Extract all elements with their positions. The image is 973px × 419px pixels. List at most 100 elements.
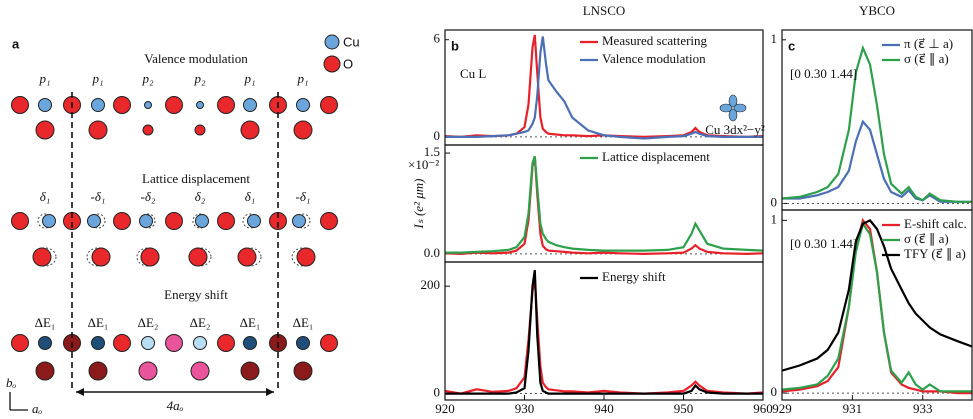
ghost <box>188 247 212 267</box>
series-line <box>445 156 763 254</box>
site-label: p₁ <box>296 71 308 86</box>
copper <box>195 214 209 228</box>
legend-label: E-shift calc. <box>904 216 967 231</box>
copper <box>91 336 105 350</box>
annotation: [0 0.30 1.44] <box>790 236 857 251</box>
annotation: ×10⁻² <box>408 157 439 172</box>
site-label: -δ₁ <box>91 189 106 204</box>
copper <box>91 98 105 112</box>
legend-label: Cu <box>343 34 360 49</box>
copper <box>243 336 257 350</box>
oxygen <box>194 124 206 136</box>
panel-label: c <box>788 38 795 53</box>
copper <box>296 98 310 112</box>
legend-o <box>323 55 341 73</box>
x-tick-label: 930 <box>515 401 535 416</box>
axis-glyph-label: aₒ <box>32 401 43 416</box>
oxygen <box>217 96 235 114</box>
series-line <box>445 277 763 395</box>
series-line <box>782 219 972 372</box>
x-axis-label: Incident photon energy (eV) <box>530 418 677 419</box>
site-label: ΔE₁ <box>35 315 56 330</box>
site-label: p₁ <box>243 71 255 86</box>
chart-title: LNSCO <box>583 3 626 18</box>
y-tick-label: 1.5 <box>424 144 440 159</box>
x-tick-label: 960 <box>753 401 773 416</box>
legend-label: σ (ε⃗ ∥ a) <box>904 51 949 66</box>
oxygen <box>142 124 154 136</box>
legend-label: Energy shift <box>602 269 666 284</box>
site-label: ΔE₂ <box>138 315 159 330</box>
site-label: δ₁ <box>40 189 51 204</box>
series-line <box>782 119 972 203</box>
oxygen <box>140 247 160 267</box>
oxygen <box>11 334 29 352</box>
copper <box>196 101 204 109</box>
oxygen <box>91 247 111 267</box>
oxygen <box>188 247 208 267</box>
legend-label: O <box>343 56 353 71</box>
oxygen <box>165 334 183 352</box>
axes-frame <box>781 209 973 401</box>
y-tick-label: 1 <box>771 31 778 46</box>
annotation: [0 0.30 1.44] <box>790 66 857 81</box>
site-label: ΔE₁ <box>88 315 109 330</box>
series-line <box>445 269 763 395</box>
panel-label: a <box>12 36 20 51</box>
legend-cu <box>324 34 340 50</box>
y-tick-label: 0 <box>434 385 441 400</box>
axes-frame <box>444 261 764 401</box>
series-line <box>782 221 972 393</box>
orbital-icon <box>719 94 747 122</box>
legend-label: Lattice displacement <box>602 149 710 164</box>
x-tick-label: 929 <box>772 401 792 416</box>
legend-label: Measured scattering <box>602 33 708 48</box>
site-label: p₂ <box>141 71 154 86</box>
site-label: δ₁ <box>245 189 256 204</box>
ghost <box>33 247 57 267</box>
site-label: ΔE₂ <box>190 315 211 330</box>
oxygen <box>165 96 183 114</box>
panel-label: b <box>451 38 459 53</box>
legend-label: π (ε⃗ ⊥ a) <box>904 36 953 51</box>
oxygen <box>293 120 313 140</box>
oxygen <box>240 120 260 140</box>
oxygen <box>217 334 235 352</box>
y-tick-label: 0 <box>771 194 778 209</box>
legend-label: σ (ε⃗ ∥ a) <box>904 231 949 246</box>
legend-label: Valence modulation <box>602 51 706 66</box>
copper <box>296 336 310 350</box>
label-bg <box>449 36 465 58</box>
copper <box>87 214 101 228</box>
section-title: Energy shift <box>164 287 228 302</box>
copper <box>38 98 52 112</box>
site-label: δ₂ <box>195 189 206 204</box>
site-label: p₁ <box>38 71 50 86</box>
period-label: 4aₒ <box>167 398 184 413</box>
annotation: Cu 3dx²−y² <box>705 122 765 137</box>
site-label: p₂ <box>193 71 206 86</box>
oxygen <box>320 212 338 230</box>
oxygen <box>88 361 108 381</box>
series-line <box>445 156 763 256</box>
ghost <box>238 247 262 267</box>
section-title: Lattice displacement <box>142 171 250 186</box>
copper <box>144 101 152 109</box>
axis-glyph-label: bₒ <box>6 375 17 390</box>
oxygen <box>240 361 260 381</box>
y-tick-label: 0 <box>434 128 441 143</box>
site-label: ΔE₁ <box>240 315 261 330</box>
site-label: -δ₂ <box>141 189 156 204</box>
copper <box>42 214 56 228</box>
copper <box>243 98 257 112</box>
oxygen <box>320 334 338 352</box>
x-tick-label: 920 <box>435 401 455 416</box>
annotation: Cu L <box>460 66 486 81</box>
copper <box>141 336 155 350</box>
y-tick-label: 6 <box>434 31 441 46</box>
y-axis-label: Iₛ (e² μm) <box>411 179 426 230</box>
oxygen <box>113 212 131 230</box>
copper <box>38 336 52 350</box>
